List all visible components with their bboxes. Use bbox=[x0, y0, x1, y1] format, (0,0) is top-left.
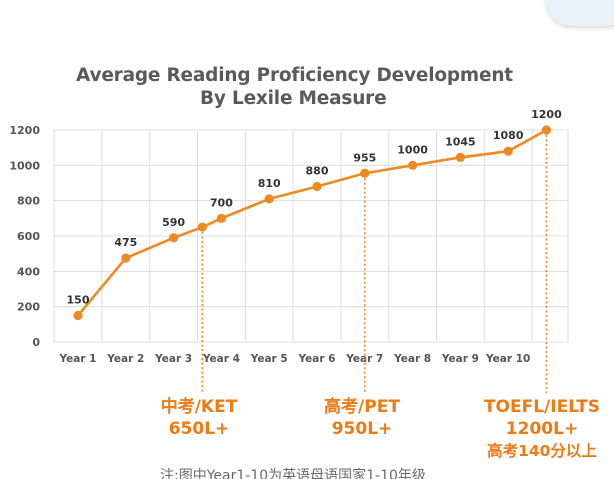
x-tick-label: Year 10 bbox=[485, 353, 530, 365]
data-point bbox=[455, 152, 465, 162]
chart-title-line-1: Average Reading Proficiency Development bbox=[76, 65, 513, 86]
milestone-toefl-note: 高考140分以上 bbox=[487, 442, 597, 460]
data-point bbox=[121, 253, 131, 263]
chart-title-line-2: By Lexile Measure bbox=[200, 88, 387, 109]
data-point bbox=[312, 181, 322, 192]
x-tick-label: Year 8 bbox=[393, 353, 431, 365]
footnote: 注:图中Year1-10为英语母语国家1-10年级 bbox=[160, 468, 426, 479]
y-tick-label: 800 bbox=[17, 195, 40, 208]
x-tick-label: Year 5 bbox=[250, 353, 288, 365]
milestone-toefl: TOEFL/IELTS 1200L+ 高考140分以上 bbox=[470, 396, 614, 462]
data-point bbox=[541, 125, 552, 135]
x-tick-label: Year 4 bbox=[202, 353, 240, 365]
data-label: 1200 bbox=[531, 108, 562, 121]
data-label: 700 bbox=[210, 196, 233, 209]
data-point bbox=[408, 160, 418, 170]
data-point bbox=[216, 213, 226, 223]
x-tick-label: Year 2 bbox=[106, 353, 144, 365]
milestone-pet: 高考/PET 950L+ bbox=[306, 396, 418, 440]
y-tick-label: 200 bbox=[17, 301, 40, 314]
data-label: 1045 bbox=[445, 135, 476, 148]
data-label: 590 bbox=[162, 216, 185, 229]
x-tick-label: Year 1 bbox=[59, 353, 97, 365]
data-label: 880 bbox=[306, 165, 329, 178]
milestone-pet-score: 950L+ bbox=[331, 419, 393, 439]
y-tick-label: 0 bbox=[32, 336, 40, 349]
x-tick-label: Year 3 bbox=[154, 353, 192, 365]
data-point bbox=[73, 310, 83, 321]
data-label: 150 bbox=[67, 294, 90, 307]
data-label: 955 bbox=[353, 151, 376, 164]
y-tick-label: 400 bbox=[17, 265, 40, 278]
milestone-ket-score: 650L+ bbox=[168, 419, 230, 439]
data-label: 1080 bbox=[493, 129, 524, 142]
data-point bbox=[360, 168, 370, 178]
data-point bbox=[197, 222, 207, 232]
chart-title: Average Reading Proficiency Development … bbox=[76, 64, 513, 110]
corner-decoration bbox=[546, 0, 614, 26]
milestone-pet-name: 高考/PET bbox=[324, 397, 400, 417]
milestone-ket: 中考/KET 650L+ bbox=[143, 396, 255, 440]
data-label: 1000 bbox=[397, 143, 428, 156]
y-tick-label: 600 bbox=[17, 230, 40, 243]
y-tick-label: 1200 bbox=[9, 124, 40, 137]
milestone-toefl-score: 1200L+ bbox=[505, 419, 579, 439]
y-tick-label: 1000 bbox=[9, 159, 40, 172]
data-point bbox=[503, 146, 513, 156]
milestone-ket-name: 中考/KET bbox=[160, 397, 238, 417]
milestone-toefl-name: TOEFL/IELTS bbox=[483, 397, 601, 417]
x-tick-label: Year 6 bbox=[298, 353, 336, 365]
data-point bbox=[169, 233, 179, 243]
data-label: 810 bbox=[258, 177, 281, 190]
series-line bbox=[77, 128, 548, 317]
x-tick-label: Year 9 bbox=[441, 353, 479, 365]
data-point bbox=[264, 194, 274, 204]
data-label: 475 bbox=[114, 236, 137, 249]
